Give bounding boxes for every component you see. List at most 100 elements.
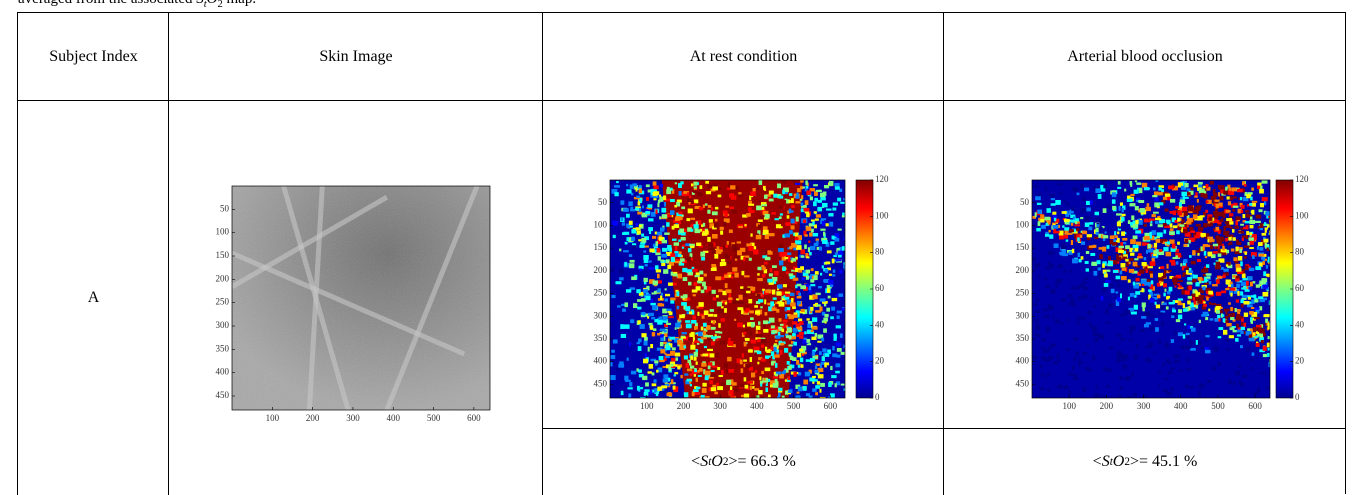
map-speckle <box>1217 362 1221 366</box>
x-tick-label: 600 <box>1248 401 1262 411</box>
map-speckle <box>652 305 657 307</box>
map-speckle <box>773 345 778 347</box>
map-speckle <box>1239 380 1241 384</box>
map-speckle <box>1187 301 1190 305</box>
map-speckle <box>1051 203 1056 205</box>
map-speckle <box>1166 252 1172 257</box>
map-speckle <box>1256 325 1261 328</box>
map-speckle <box>683 277 688 281</box>
map-speckle <box>841 384 845 386</box>
map-speckle <box>1202 286 1205 290</box>
map-speckle <box>756 330 758 334</box>
map-speckle <box>1095 232 1098 235</box>
map-speckle <box>800 358 803 362</box>
map-speckle <box>1197 253 1199 256</box>
map-speckle <box>806 339 810 343</box>
map-speckle <box>711 342 715 346</box>
map-speckle <box>659 195 661 197</box>
map-speckle <box>682 268 687 272</box>
map-speckle <box>1195 206 1200 210</box>
map-speckle <box>761 371 764 374</box>
map-speckle <box>1241 327 1245 330</box>
map-speckle <box>1228 302 1231 304</box>
map-speckle <box>615 281 621 284</box>
map-speckle <box>1148 244 1151 248</box>
map-speckle <box>1235 247 1238 252</box>
map-speckle <box>792 329 797 331</box>
map-speckle <box>1163 389 1168 392</box>
map-speckle <box>1228 236 1231 240</box>
map-speckle <box>1203 301 1206 303</box>
map-speckle <box>720 227 724 230</box>
map-speckle <box>640 387 643 389</box>
map-speckle <box>1229 213 1233 216</box>
map-speckle <box>1076 228 1079 231</box>
map-speckle <box>832 259 835 264</box>
map-speckle <box>1159 202 1163 205</box>
map-speckle <box>1232 209 1235 212</box>
map-speckle <box>1179 224 1184 227</box>
map-speckle <box>1076 319 1078 321</box>
map-speckle <box>1078 361 1083 363</box>
map-speckle <box>1128 279 1131 282</box>
map-speckle <box>762 267 766 271</box>
map-speckle <box>735 259 737 261</box>
map-speckle <box>712 186 718 190</box>
map-speckle <box>1236 242 1241 245</box>
map-speckle <box>653 181 657 185</box>
map-speckle <box>786 271 788 274</box>
map-speckle <box>678 254 682 257</box>
map-speckle <box>1185 239 1188 243</box>
map-speckle <box>785 257 789 259</box>
figure: 1002003004005006005010015020025030035040… <box>983 158 1341 411</box>
map-speckle <box>653 280 658 285</box>
map-speckle <box>640 324 645 329</box>
map-speckle <box>1061 323 1064 325</box>
map-speckle <box>1242 274 1246 278</box>
map-speckle <box>762 204 767 206</box>
map-speckle <box>1133 282 1135 286</box>
map-speckle <box>804 331 806 334</box>
map-speckle <box>1165 208 1169 211</box>
map-speckle <box>1232 382 1236 385</box>
map-speckle <box>764 262 767 265</box>
map-speckle <box>778 332 781 336</box>
map-speckle <box>838 251 843 255</box>
map-speckle <box>1231 313 1235 317</box>
map-speckle <box>840 333 843 338</box>
map-speckle <box>747 381 753 384</box>
map-speckle <box>829 181 834 186</box>
map-speckle <box>837 315 840 319</box>
map-speckle <box>750 191 755 196</box>
map-speckle <box>765 347 767 352</box>
map-speckle <box>1074 224 1080 226</box>
map-speckle <box>1226 323 1231 326</box>
map-speckle <box>1168 270 1171 272</box>
map-speckle <box>1049 234 1053 238</box>
map-speckle <box>650 325 653 330</box>
map-speckle <box>765 289 771 292</box>
map-speckle <box>1244 245 1250 247</box>
skin-grain <box>232 186 490 410</box>
map-speckle <box>629 382 632 386</box>
map-speckle <box>1250 197 1252 201</box>
map-speckle <box>1041 338 1045 342</box>
map-speckle <box>674 372 678 374</box>
map-speckle <box>1124 189 1126 192</box>
map-speckle <box>819 246 822 250</box>
map-speckle <box>1077 193 1080 195</box>
map-speckle <box>1265 259 1267 261</box>
map-speckle <box>814 275 818 280</box>
map-speckle <box>1181 219 1184 222</box>
map-speckle <box>1034 333 1039 336</box>
map-speckle <box>817 341 821 343</box>
map-speckle <box>1178 253 1181 258</box>
map-speckle <box>675 246 678 251</box>
map-speckle <box>1240 261 1242 266</box>
map-speckle <box>756 205 762 210</box>
map-speckle <box>1129 269 1134 273</box>
map-speckle <box>1214 263 1216 265</box>
map-speckle <box>1203 304 1207 307</box>
map-speckle <box>638 320 641 324</box>
map-speckle <box>818 286 822 288</box>
